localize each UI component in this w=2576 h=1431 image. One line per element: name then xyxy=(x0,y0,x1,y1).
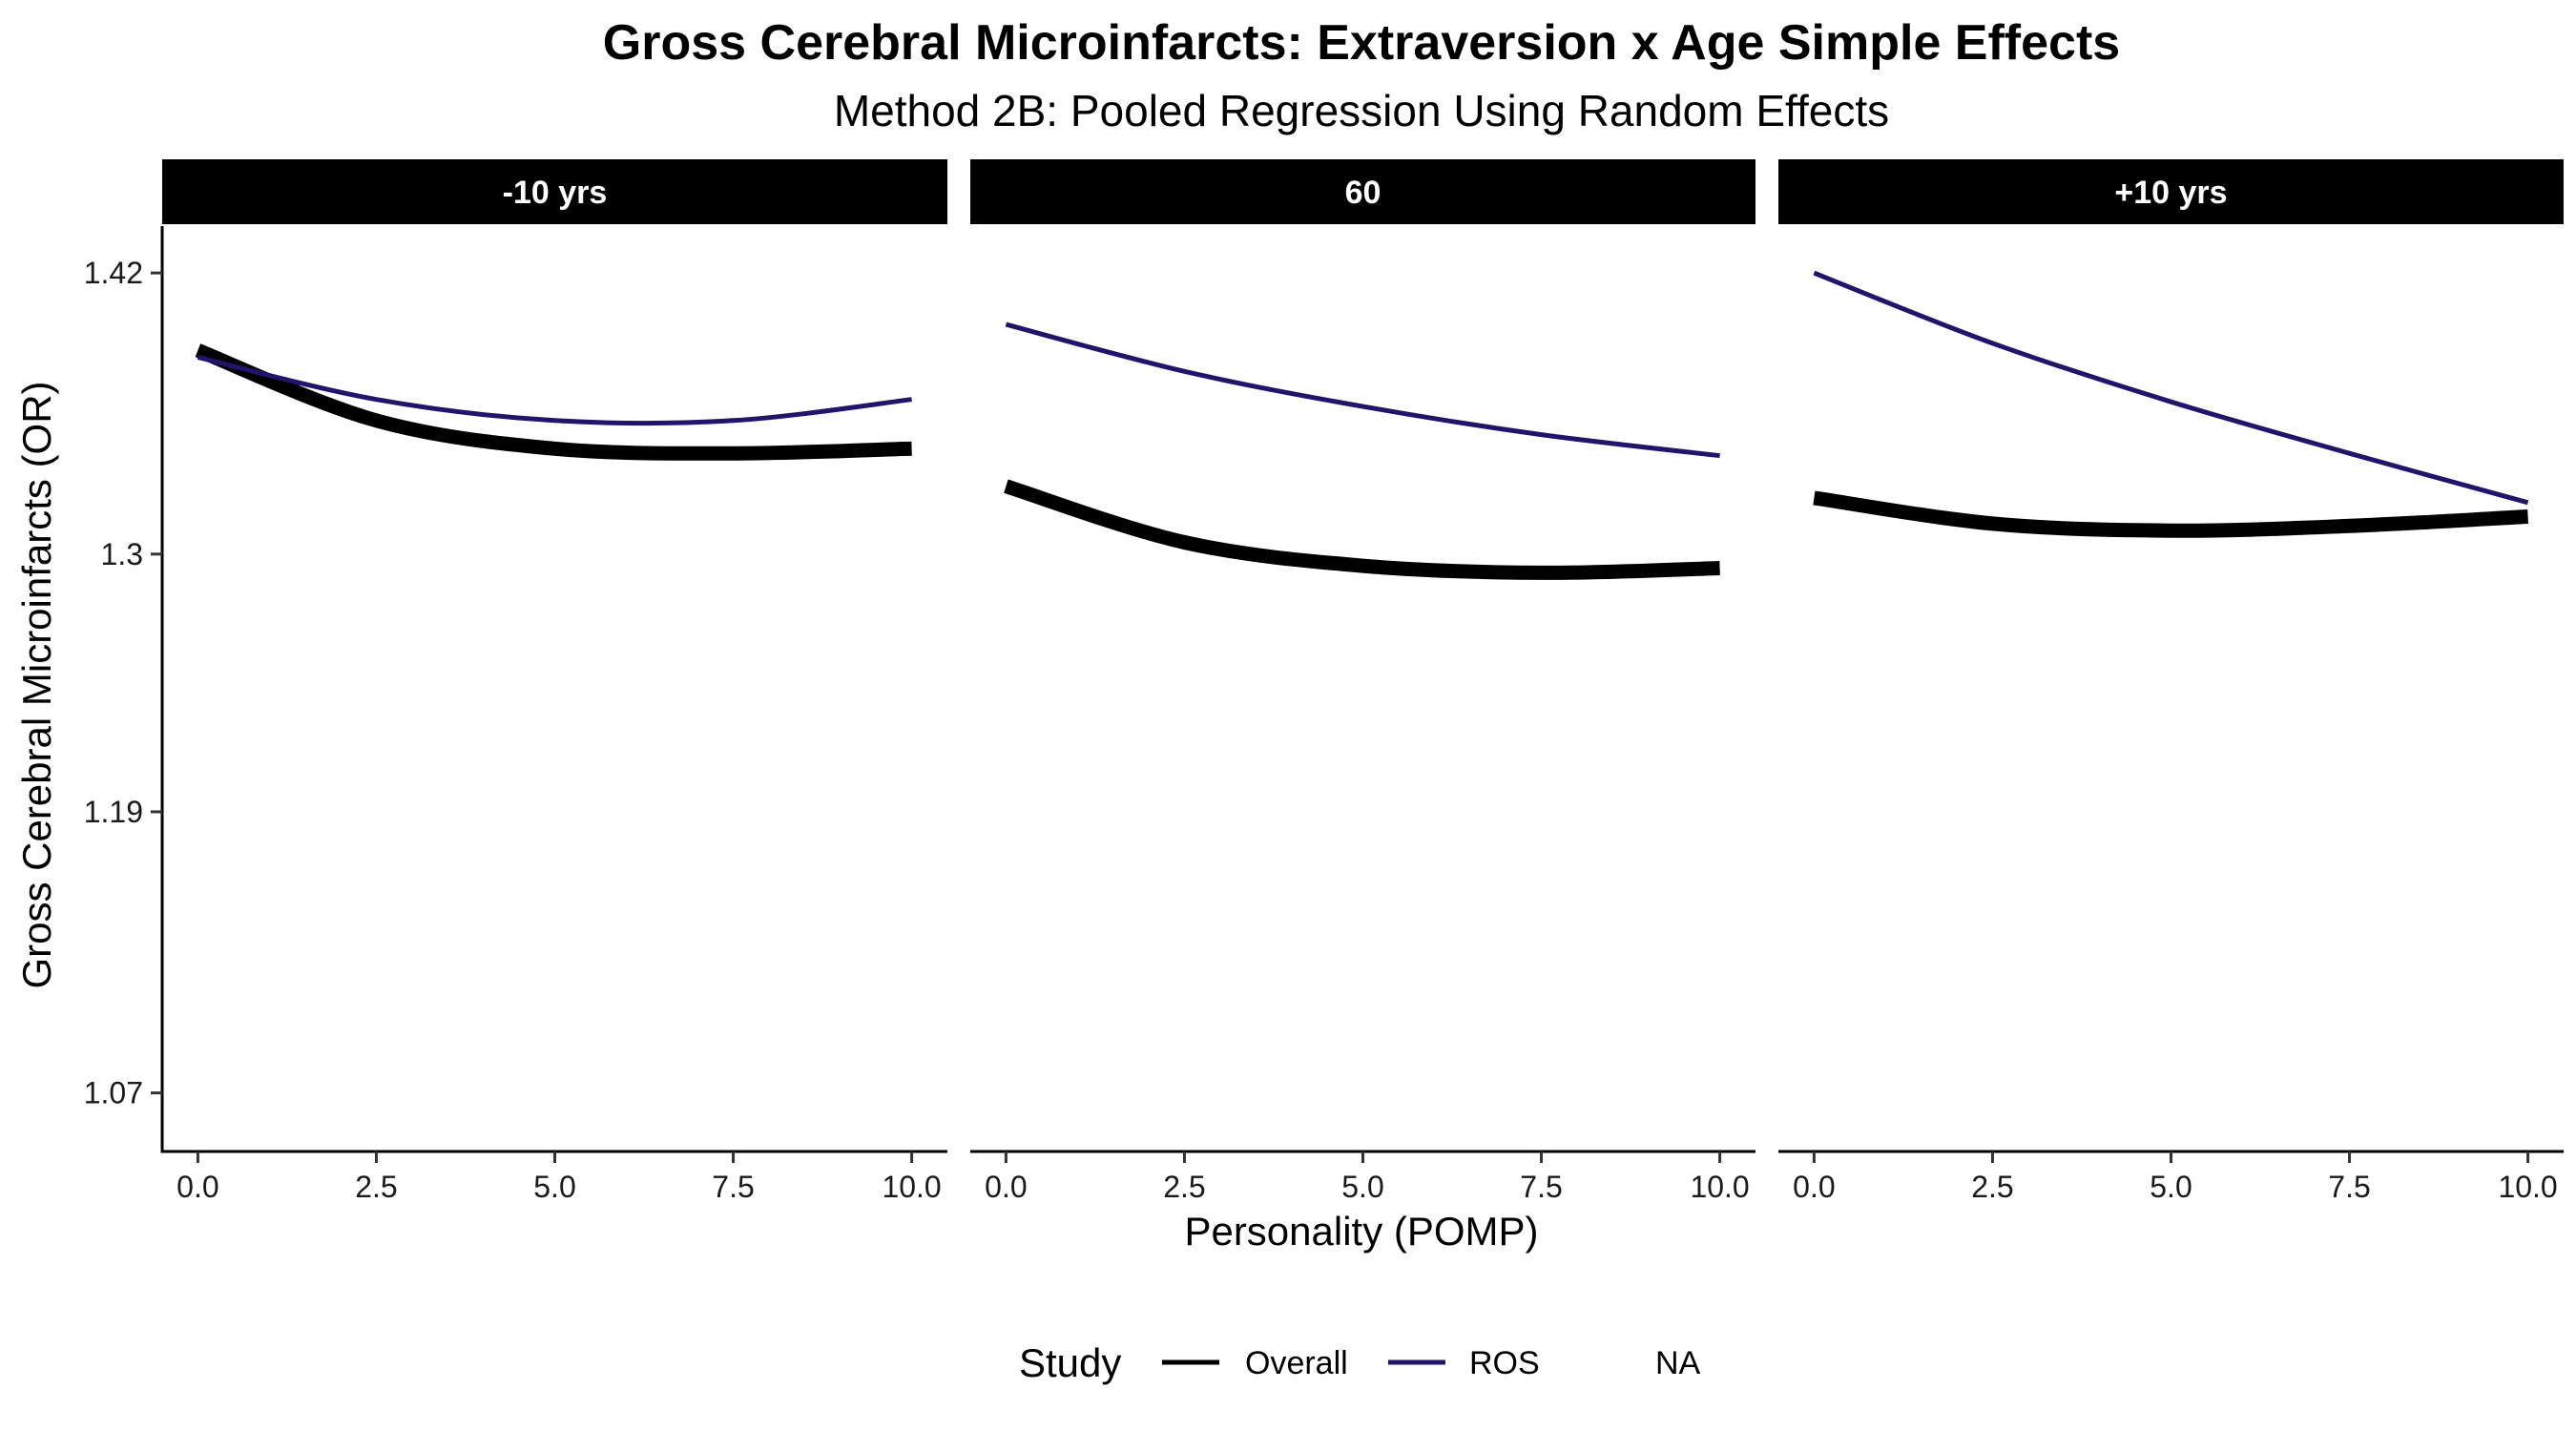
x-axis-label: Personality (POMP) xyxy=(1184,1209,1538,1254)
facet-strip-label: +10 yrs xyxy=(2114,175,2227,211)
legend-label-overall: Overall xyxy=(1245,1345,1348,1381)
facet-panels: -10 yrs 0.0 2.5 5.0 7.5 10.0 1.07 1.19 1.3 1.42 60… xyxy=(84,159,2564,1204)
y-tick-label: 1.07 xyxy=(84,1076,143,1110)
x-tick-label: 0.0 xyxy=(177,1170,218,1204)
facet-strip xyxy=(162,159,947,224)
legend: Study Overall ROS NA xyxy=(1019,1340,1701,1385)
facet-strip-label: -10 yrs xyxy=(503,175,608,211)
facet-strip xyxy=(970,159,1755,224)
legend-label-ros: ROS xyxy=(1469,1345,1540,1381)
chart-subtitle: Method 2B: Pooled Regression Using Rando… xyxy=(834,86,1889,135)
x-tick-label: 5.0 xyxy=(533,1170,575,1204)
y-tick-label: 1.3 xyxy=(101,537,143,571)
y-tick-label: 1.42 xyxy=(84,256,143,290)
series-line-overall xyxy=(1813,490,2528,538)
series-line-ros xyxy=(197,355,912,426)
x-tick-label: 2.5 xyxy=(1971,1170,2013,1204)
facet-strip-label: 60 xyxy=(1345,175,1381,211)
y-axis-label: Gross Cerebral Microinfarcts (OR) xyxy=(14,381,59,988)
facet-panel-10-yrs: +10 yrs 0.0 2.5 5.0 7.5 10.0 xyxy=(1778,159,2564,1204)
legend-label-na: NA xyxy=(1655,1345,1701,1381)
y-tick-label: 1.19 xyxy=(84,795,143,829)
x-tick-label: 0.0 xyxy=(1793,1170,1835,1204)
x-tick-label: 7.5 xyxy=(1520,1170,1562,1204)
legend-title: Study xyxy=(1019,1340,1121,1385)
x-tick-label: 2.5 xyxy=(1163,1170,1205,1204)
series-line-ros xyxy=(1005,321,1720,459)
facet-strip xyxy=(1778,159,2564,224)
series-line-ros xyxy=(1813,270,2529,506)
x-tick-label: 5.0 xyxy=(1341,1170,1383,1204)
x-tick-label: 10.0 xyxy=(882,1170,941,1204)
x-tick-label: 5.0 xyxy=(2150,1170,2192,1204)
x-tick-label: 0.0 xyxy=(985,1170,1027,1204)
x-tick-label: 7.5 xyxy=(712,1170,754,1204)
series-line-overall xyxy=(1004,479,1720,580)
facet-panel-10-yrs: -10 yrs 0.0 2.5 5.0 7.5 10.0 1.07 1.19 1.3 1.42 xyxy=(84,159,947,1204)
x-tick-label: 2.5 xyxy=(355,1170,397,1204)
chart-title: Gross Cerebral Microinfarcts: Extraversi… xyxy=(603,15,2120,71)
facet-panel-60: 60 0.0 2.5 5.0 7.5 10.0 xyxy=(970,159,1755,1204)
x-tick-label: 7.5 xyxy=(2328,1170,2370,1204)
x-tick-label: 10.0 xyxy=(2498,1170,2557,1204)
x-tick-label: 10.0 xyxy=(1690,1170,1749,1204)
series-line-overall xyxy=(195,343,912,461)
